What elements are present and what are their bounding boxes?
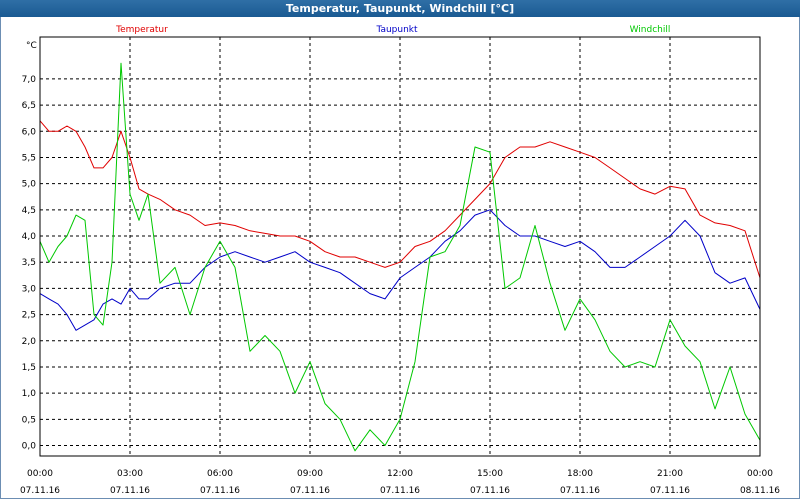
y-tick-label: 0,5: [22, 415, 36, 425]
x-tick-time: 18:00: [567, 469, 593, 479]
legend: Temperatur Taupunkt Windchill: [115, 25, 670, 35]
series-line-temperatur: [39, 120, 761, 279]
y-tick-label: 5,0: [22, 180, 37, 190]
plot-area: [39, 36, 761, 457]
x-tick-time: 15:00: [477, 469, 503, 479]
legend-entry: Temperatur: [115, 25, 168, 35]
y-tick-label: 7,0: [22, 75, 37, 85]
y-tick-label: 4,0: [22, 232, 37, 242]
series-line-taupunkt: [39, 209, 761, 331]
x-tick-time: 09:00: [297, 469, 323, 479]
x-tick-time: 12:00: [387, 469, 413, 479]
x-tick-date: 07.11.16: [380, 486, 420, 496]
x-tick-date: 07.11.16: [200, 486, 240, 496]
y-tick-label: 3,5: [22, 258, 36, 268]
series-line-windchill: [39, 62, 761, 452]
y-tick-label: 6,0: [22, 127, 37, 137]
grid: [40, 37, 760, 456]
y-tick-label: 1,5: [22, 363, 36, 373]
x-tick-time: 06:00: [207, 469, 233, 479]
x-tick-time: 03:00: [117, 469, 143, 479]
legend-entry: Taupunkt: [375, 25, 418, 35]
y-axis-label: °C: [26, 41, 37, 51]
y-axis-ticks: 0,0 0,5 1,0 1,5 2,0 2,5 3,0 3,5 4,0 4,5 5,0 5,5 6,0 6…: [22, 75, 37, 452]
y-tick-label: 5,5: [22, 153, 36, 163]
x-tick-date: 07.11.16: [470, 486, 510, 496]
x-tick-date: 07.11.16: [560, 486, 600, 496]
x-tick-date: 07.11.16: [290, 486, 330, 496]
x-tick-date: 07.11.16: [20, 486, 60, 496]
y-tick-label: 0,0: [22, 442, 37, 452]
y-tick-label: 1,0: [22, 389, 37, 399]
y-tick-label: 3,0: [22, 284, 37, 294]
x-tick-time: 21:00: [657, 469, 683, 479]
x-axis-ticks: 00:00 07.11.16 03:00 07.11.16 06:00 07.11.16 0…: [20, 469, 780, 496]
x-tick-time: 00:00: [27, 469, 53, 479]
x-tick-date: 08.11.16: [740, 486, 780, 496]
window-title: Temperatur, Taupunkt, Windchill [°C]: [0, 0, 800, 17]
y-tick-label: 2,0: [22, 337, 37, 347]
x-tick-date: 07.11.16: [110, 486, 150, 496]
series-lines: [39, 62, 761, 452]
y-tick-label: 6,5: [22, 101, 36, 111]
x-tick-time: 00:00: [747, 469, 773, 479]
x-tick-date: 07.11.16: [650, 486, 690, 496]
y-tick-label: 2,5: [22, 311, 36, 321]
legend-entry: Windchill: [630, 25, 671, 35]
y-tick-label: 4,5: [22, 206, 36, 216]
